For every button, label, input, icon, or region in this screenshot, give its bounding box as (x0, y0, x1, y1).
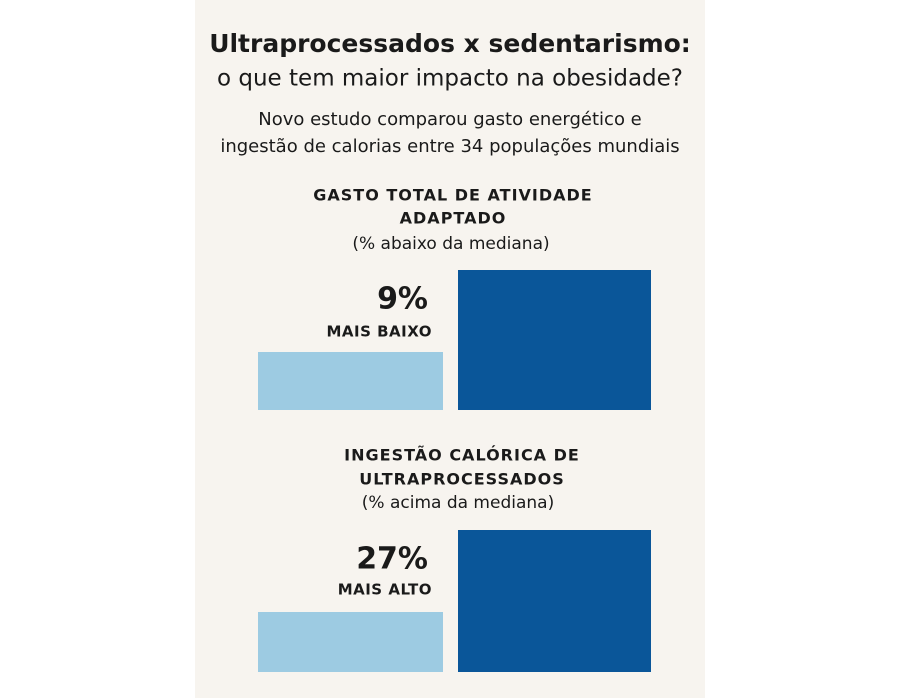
section-heading: GASTO TOTAL DE ATIVIDADE (313, 186, 592, 205)
value-caption: MAIS BAIXO (326, 323, 432, 341)
section-note: (% acima da mediana) (362, 493, 554, 513)
bar-light (258, 612, 443, 672)
bar-dark (458, 530, 651, 672)
bar-light (258, 352, 443, 410)
value: 9% (377, 282, 428, 317)
section-heading: ADAPTADO (400, 209, 507, 228)
section-note: (% abaixo da mediana) (352, 234, 549, 254)
subtitle: ingestão de calorias entre 34 populações… (220, 136, 679, 157)
section-heading: INGESTÃO CALÓRICA DE (344, 446, 580, 465)
title: o que tem maior impacto na obesidade? (217, 66, 683, 92)
value: 27% (356, 542, 428, 577)
bar-dark (458, 270, 651, 410)
section-heading: ULTRAPROCESSADOS (359, 470, 565, 489)
subtitle: Novo estudo comparou gasto energético e (258, 109, 642, 130)
title: Ultraprocessados x sedentarismo: (209, 29, 691, 58)
value-caption: MAIS ALTO (338, 581, 432, 599)
